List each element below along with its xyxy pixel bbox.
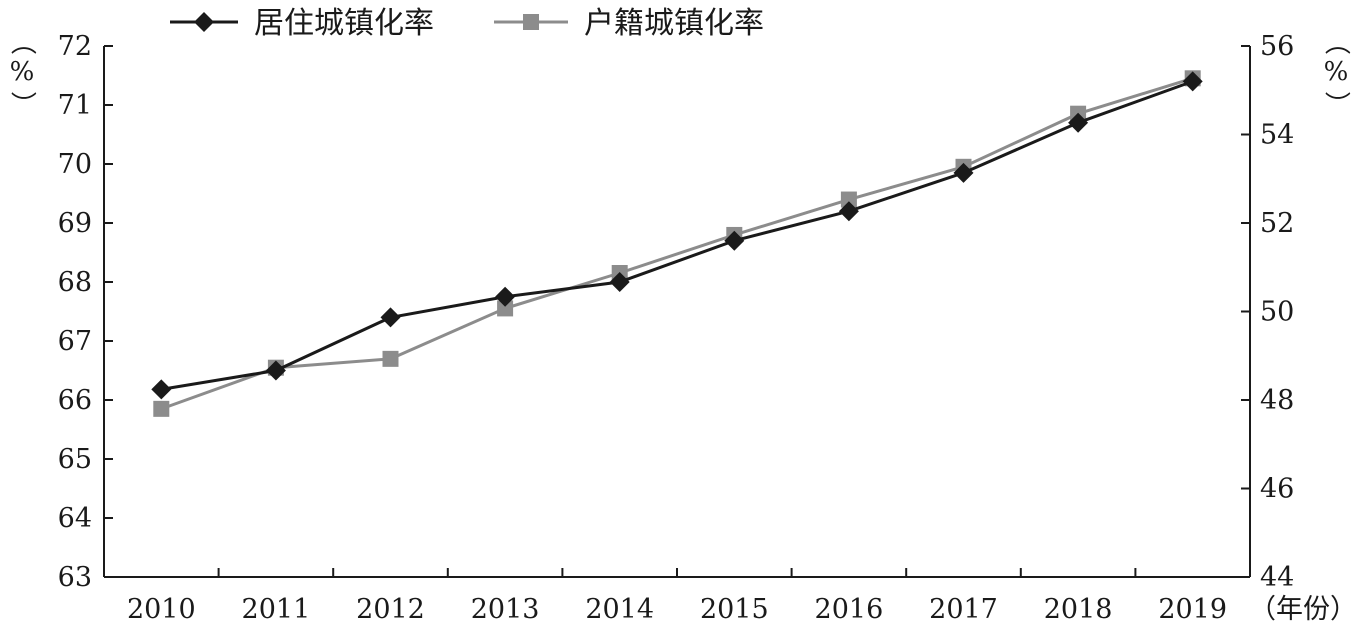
left-y-tick-label: 71 bbox=[58, 90, 92, 121]
data-point-square bbox=[153, 400, 170, 417]
unit-paren: ） bbox=[7, 91, 37, 117]
legend-marker-square bbox=[523, 14, 539, 30]
right-y-tick-label: 46 bbox=[1260, 474, 1294, 505]
data-point-square bbox=[382, 350, 399, 367]
data-point-diamond bbox=[953, 162, 974, 183]
legend-item: 居住城镇化率 bbox=[170, 6, 434, 41]
series-line bbox=[161, 79, 1194, 391]
axes: 63 64 65 66 67 68 69 70 71 72 44 46 48 50 52 54 56 2010 20… bbox=[7, 29, 1357, 625]
right-y-tick-label: 56 bbox=[1260, 31, 1294, 62]
right-y-tick-label: 50 bbox=[1260, 297, 1294, 328]
series-juzhu bbox=[151, 71, 1203, 400]
data-point-diamond bbox=[838, 201, 859, 222]
series-huji bbox=[153, 70, 1201, 417]
series-layer bbox=[151, 70, 1203, 417]
unit-paren: （ bbox=[1321, 29, 1351, 55]
x-tick-label: 2019 bbox=[1158, 594, 1227, 625]
unit-paren: ） bbox=[1321, 91, 1351, 117]
left-y-tick-label: 67 bbox=[58, 326, 92, 357]
x-tick-label: 2016 bbox=[815, 594, 884, 625]
data-point-diamond bbox=[265, 360, 286, 381]
data-point-square bbox=[840, 191, 857, 208]
left-y-tick-label: 72 bbox=[58, 31, 92, 62]
legend-label: 户籍城镇化率 bbox=[584, 6, 764, 41]
left-y-tick-label: 69 bbox=[58, 208, 92, 239]
unit-char: % bbox=[10, 57, 35, 87]
left-y-tick-label: 64 bbox=[58, 503, 92, 534]
unit-char: % bbox=[1324, 57, 1349, 87]
legend-item: 户籍城镇化率 bbox=[494, 6, 764, 41]
x-tick-label: 2010 bbox=[127, 594, 196, 625]
legend: 居住城镇化率 户籍城镇化率 bbox=[170, 6, 764, 41]
x-tick-label: 2015 bbox=[700, 594, 769, 625]
data-point-diamond bbox=[724, 230, 745, 251]
series-line bbox=[160, 76, 1194, 411]
data-point-diamond bbox=[151, 379, 172, 400]
left-y-tick-label: 65 bbox=[58, 444, 92, 475]
x-tick-label: 2017 bbox=[929, 594, 998, 625]
legend-marker-diamond bbox=[194, 12, 214, 32]
left-y-tick-label: 66 bbox=[58, 385, 92, 416]
right-y-unit-label: （% ） bbox=[1321, 29, 1351, 117]
data-point-diamond bbox=[609, 272, 630, 292]
left-y-tick-label: 63 bbox=[58, 562, 92, 593]
right-y-tick-label: 44 bbox=[1260, 562, 1294, 593]
data-point-diamond bbox=[380, 307, 401, 328]
left-y-unit-label: （% ） bbox=[7, 29, 37, 117]
x-tick-label: 2018 bbox=[1044, 594, 1113, 625]
data-point-diamond bbox=[1182, 71, 1203, 92]
x-tick-label: 2014 bbox=[585, 594, 654, 625]
data-point-diamond bbox=[495, 286, 516, 307]
right-y-tick-label: 54 bbox=[1260, 120, 1294, 151]
left-y-tick-label: 68 bbox=[58, 267, 92, 298]
data-point-square bbox=[497, 300, 514, 317]
data-point-diamond bbox=[1068, 112, 1089, 133]
right-y-tick-label: 48 bbox=[1260, 385, 1294, 416]
x-tick-label: 2012 bbox=[356, 594, 425, 625]
left-y-tick-label: 70 bbox=[58, 149, 92, 180]
x-tick-label: 2013 bbox=[471, 594, 540, 625]
x-tick-label: 2011 bbox=[242, 594, 311, 625]
legend-label: 居住城镇化率 bbox=[254, 6, 434, 41]
unit-paren: （ bbox=[7, 29, 37, 55]
right-y-tick-label: 52 bbox=[1260, 208, 1294, 239]
x-axis-unit-label: （年份） bbox=[1249, 594, 1357, 625]
